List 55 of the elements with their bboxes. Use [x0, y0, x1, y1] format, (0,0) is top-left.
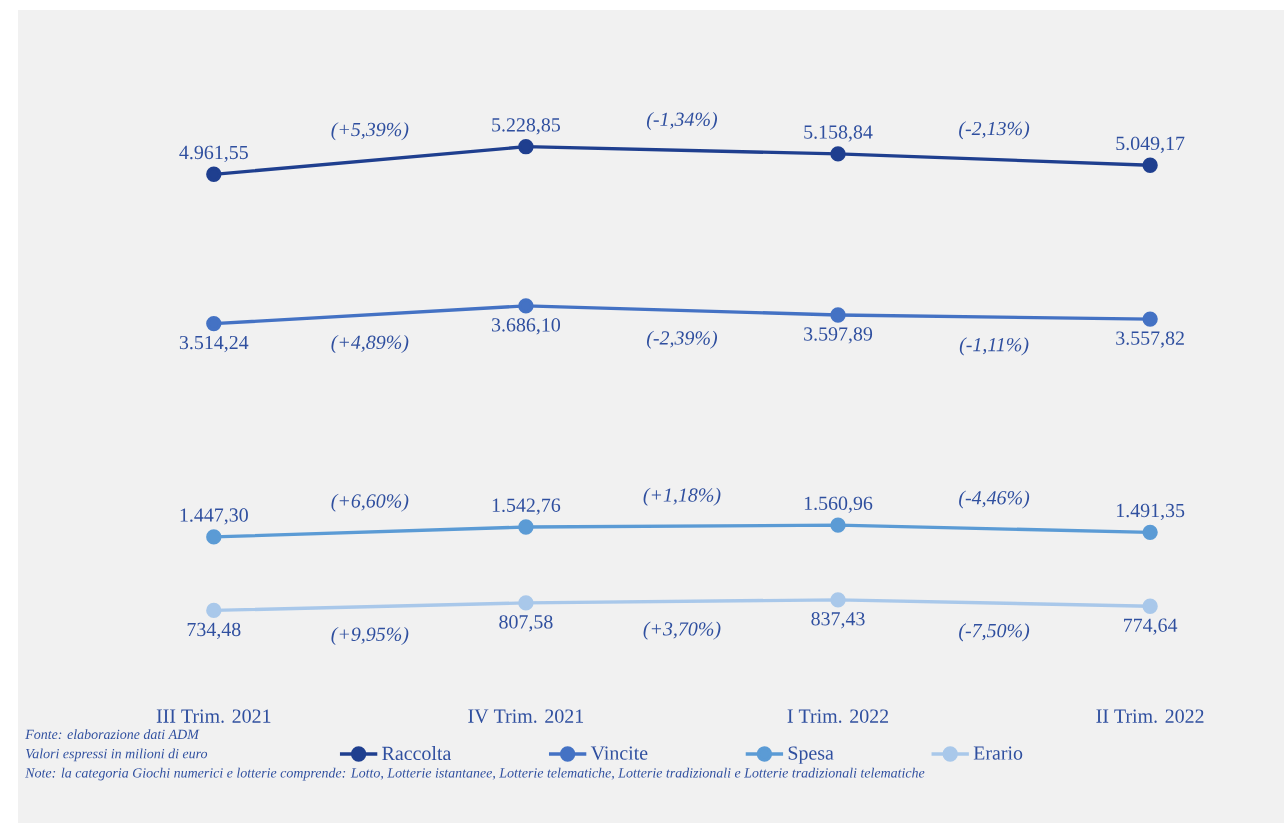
data-label: 1.560,96: [804, 496, 873, 513]
x-tick-label: II Trim. 2022: [1096, 709, 1204, 723]
point: [830, 592, 846, 608]
text: (-2,13%): [959, 121, 1030, 140]
data-label: 1.542,76: [492, 498, 561, 515]
point: [518, 139, 534, 155]
data-label: 837,43: [811, 612, 865, 629]
text: Note: la categoria Giochi numerici e lotterie comprende: Lotto, Lotterie istantanee, Lotterie telematiche, Lotterie tradizionali e Lotterie tradizionali telematiche: [25, 767, 925, 781]
point: [1142, 311, 1158, 327]
point: [1142, 524, 1158, 541]
point: [206, 315, 222, 332]
text: (-1,34%): [646, 112, 718, 131]
x-tick-label: IV Trim. 2021: [468, 709, 584, 723]
legend-label: Erario: [973, 746, 1023, 760]
source-note: Fonte: elaborazione dati ADM: [25, 729, 200, 740]
data-label: 1.447,30: [180, 508, 248, 525]
point: [518, 298, 534, 314]
annotation: (+4,89%): [331, 335, 409, 354]
annotation: (-4,46%): [959, 490, 1030, 509]
text: (+9,95%): [331, 626, 409, 645]
annotation: (-1,11%): [959, 337, 1029, 356]
data-label: 3.557,82: [1116, 331, 1184, 348]
point: [1142, 157, 1158, 173]
point: [518, 519, 534, 535]
point: [518, 595, 534, 611]
annotation: (-2,39%): [646, 330, 718, 349]
point: [206, 166, 222, 182]
point: [1142, 598, 1158, 614]
point: [830, 146, 846, 162]
annotation: (+6,60%): [331, 493, 409, 512]
data-label: 3.597,89: [804, 327, 873, 344]
text: (+5,39%): [331, 122, 409, 141]
data-label: 4.961,55: [179, 145, 248, 163]
text: (+3,70%): [643, 621, 721, 640]
data-label: 807,58: [499, 615, 553, 632]
text: Valori espressi in milioni di euro: [26, 748, 208, 762]
data-label: 5.228,85: [492, 118, 560, 135]
point: [830, 307, 846, 323]
legend-label: Vincite: [590, 746, 648, 760]
point: [206, 529, 222, 545]
text: (-7,50%): [959, 623, 1030, 642]
data-label: 5.158,84: [804, 125, 873, 142]
data-label: 3.514,24: [179, 335, 249, 353]
data-label: 1.491,35: [1117, 503, 1185, 521]
data-label: 774,64: [1124, 618, 1178, 635]
x-tick-label: III Trim. 2021: [156, 709, 271, 723]
data-label: 5.049,17: [1116, 136, 1185, 153]
data-label: 3.686,10: [492, 318, 561, 335]
point: [830, 517, 846, 533]
point: [206, 602, 222, 619]
annotation: (+1,18%): [643, 487, 721, 506]
legend-label: Raccolta: [382, 746, 452, 761]
legend-label: Spesa: [788, 746, 834, 764]
x-tick-label: I Trim. 2022: [787, 709, 889, 723]
data-label: 734,48: [187, 622, 241, 640]
